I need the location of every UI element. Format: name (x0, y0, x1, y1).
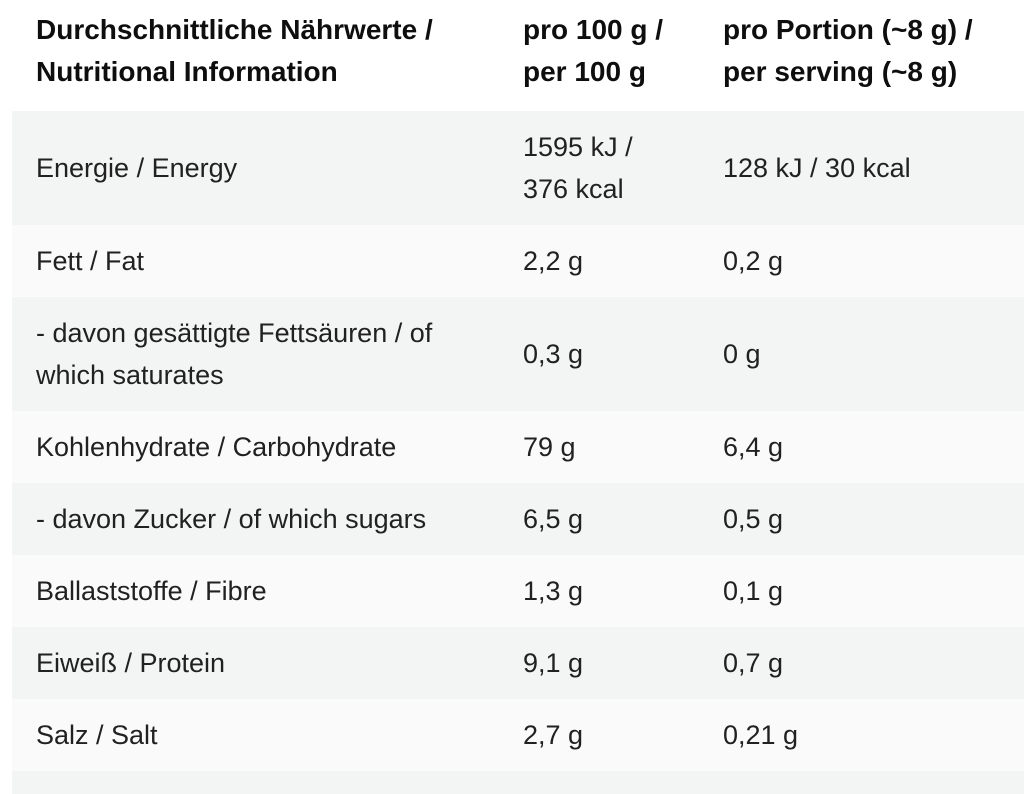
row-value-per-100g: 79 g (523, 432, 576, 462)
row-value-per-portion: 0,21 g (723, 720, 799, 750)
row-value-per-100g: 0,3 g (523, 339, 584, 369)
row-label: Energie / Energy (36, 153, 238, 183)
table-body: Energie / Energy 1595 kJ / 376 kcal 128 … (12, 111, 1024, 794)
table-header-row: Durchschnittliche Nährwerte / Nutritiona… (12, 0, 1024, 93)
table-row-fat: Fett / Fat 2,2 g 0,2 g (12, 225, 1024, 297)
row-label: Salz / Salt (36, 720, 158, 750)
table-row-partial-cutoff (12, 771, 1024, 794)
table-row-fibre: Ballaststoffe / Fibre 1,3 g 0,1 g (12, 555, 1024, 627)
row-value-per-portion: 0 g (723, 339, 761, 369)
header-per-portion: pro Portion (~8 g) / per serving (~8 g) (723, 14, 973, 87)
row-value-per-portion: 128 kJ / 30 kcal (723, 153, 911, 183)
table-row-saturates: - davon gesättigte Fettsäuren / of which… (12, 297, 1024, 411)
nutrition-table: Durchschnittliche Nährwerte / Nutritiona… (12, 0, 1024, 794)
row-label: - davon gesättigte Fettsäuren / of which… (36, 318, 433, 390)
table-row-carbohydrate: Kohlenhydrate / Carbohydrate 79 g 6,4 g (12, 411, 1024, 483)
table-row-energy: Energie / Energy 1595 kJ / 376 kcal 128 … (12, 111, 1024, 225)
row-value-per-portion: 0,1 g (723, 576, 784, 606)
row-value-per-100g: 1595 kJ / 376 kcal (523, 132, 633, 204)
table-row-sugars: - davon Zucker / of which sugars 6,5 g 0… (12, 483, 1024, 555)
row-value-per-100g: 2,7 g (523, 720, 584, 750)
row-value-per-portion: 0,2 g (723, 246, 784, 276)
table-row-protein: Eiweiß / Protein 9,1 g 0,7 g (12, 627, 1024, 699)
row-value-per-100g: 1,3 g (523, 576, 584, 606)
row-value-per-portion: 6,4 g (723, 432, 784, 462)
row-value-per-100g: 9,1 g (523, 648, 584, 678)
row-value-per-100g: 2,2 g (523, 246, 584, 276)
header-nutrient-label: Durchschnittliche Nährwerte / Nutritiona… (36, 14, 433, 87)
row-value-per-100g: 6,5 g (523, 504, 584, 534)
row-label: Ballaststoffe / Fibre (36, 576, 267, 606)
row-label: Kohlenhydrate / Carbohydrate (36, 432, 397, 462)
row-value-per-portion: 0,5 g (723, 504, 784, 534)
row-value-per-portion: 0,7 g (723, 648, 784, 678)
row-label: Fett / Fat (36, 246, 145, 276)
header-per-100g: pro 100 g / per 100 g (523, 14, 664, 87)
row-label: Eiweiß / Protein (36, 648, 226, 678)
table-row-salt: Salz / Salt 2,7 g 0,21 g (12, 699, 1024, 771)
row-label: - davon Zucker / of which sugars (36, 504, 427, 534)
